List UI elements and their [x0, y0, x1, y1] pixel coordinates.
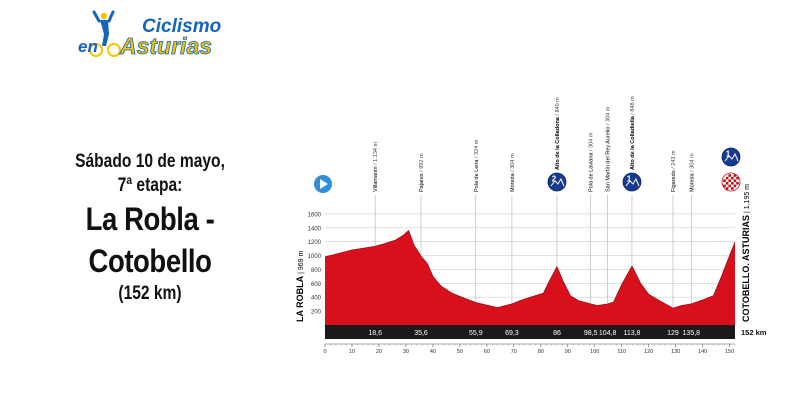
- waypoint-label-text: Alto de la Colladona / 840 m: [555, 97, 561, 170]
- mountain-icon: [724, 152, 739, 162]
- checkered-flag-cell: [731, 176, 734, 180]
- start-label-text: LA ROBLA | 969 m: [295, 250, 305, 322]
- waypoint-label: Pola de Laviana / 304 m: [589, 132, 595, 192]
- climb-category-label: 1: [627, 175, 632, 184]
- logo-line1: Ciclismo: [142, 16, 221, 37]
- climb-category-badge: [547, 172, 567, 192]
- km-label: 129: [667, 330, 679, 337]
- waypoint-label-text: Alto de la Colladiella / 848 m: [630, 96, 636, 170]
- x-tick-label: 40: [430, 349, 436, 355]
- checkered-flag-cell: [733, 179, 737, 182]
- climb-category-label: 2: [552, 175, 557, 184]
- km-label: 113,8: [623, 330, 640, 337]
- stage-distance: (152 km): [118, 283, 182, 304]
- x-tick-label: 20: [376, 349, 382, 355]
- km-label: 104,8: [599, 330, 617, 337]
- waypoint-label: Pola de Lena / 324 m: [474, 139, 480, 192]
- x-tick-label: 150: [725, 349, 734, 355]
- y-tick-label: 1200: [308, 240, 322, 246]
- y-tick-label: 1000: [308, 254, 322, 260]
- x-tick-label: 70: [511, 349, 517, 355]
- play-icon: [320, 179, 328, 189]
- start-label: LA ROBLA | 969 m: [295, 250, 305, 322]
- checkered-flag-cell: [733, 184, 737, 188]
- y-tick-label: 1600: [308, 212, 322, 218]
- y-tick-label: 400: [311, 296, 322, 302]
- x-tick-label: 90: [565, 349, 571, 355]
- profile-line: [324, 229, 736, 309]
- waypoint-label-text: San Martín del Rey Aurelio / 304 m: [606, 106, 612, 192]
- waypoint-label: Pajares / 992 m: [419, 153, 425, 192]
- checkered-flag-cell: [736, 176, 739, 180]
- km-label: 55,9: [469, 330, 483, 337]
- stage-info: Sábado 10 de mayo, 7ª etapa: La Robla - …: [20, 150, 280, 306]
- checkered-flag-cell: [728, 184, 731, 188]
- checkered-flag-cell: [725, 187, 729, 190]
- checkered-flag-cell: [731, 182, 734, 185]
- x-tick-label: 10: [349, 349, 355, 355]
- km-label: 35,6: [414, 330, 428, 337]
- x-tick-label: 0: [323, 349, 326, 355]
- km-label: 18,6: [368, 330, 382, 337]
- x-tick-label: 140: [698, 349, 707, 355]
- waypoint-label: Moreda / 304 m: [510, 153, 516, 192]
- mountain-icon: [550, 177, 565, 187]
- y-tick-label: 200: [311, 310, 322, 316]
- mountain-icon: [625, 177, 640, 187]
- cyclist-icon: [89, 10, 121, 57]
- x-tick-label: 80: [538, 349, 544, 355]
- checkered-flag-cell: [723, 184, 726, 188]
- logo-line2: Asturias: [119, 33, 212, 59]
- waypoint-label-text: Pajares / 992 m: [419, 153, 425, 192]
- waypoint-label-text: Moreda / 304 m: [510, 153, 516, 192]
- km-label: 69,3: [505, 330, 519, 337]
- waypoint-label-text: Moreda / 304 m: [689, 153, 695, 192]
- waypoint-label: Alto de la Colladona / 840 m: [555, 97, 561, 170]
- x-tick-label: 110: [617, 349, 626, 355]
- y-tick-label: 800: [311, 268, 322, 274]
- checkered-flag-cell: [733, 174, 737, 177]
- waypoint-label-text: Pola de Lena / 324 m: [474, 139, 480, 192]
- y-tick-label: 1400: [308, 226, 322, 232]
- x-tick-label: 100: [590, 349, 599, 355]
- climb-category-label: 1: [726, 150, 731, 159]
- km-bar: [325, 325, 735, 339]
- waypoint-label-text: Pola de Laviana / 304 m: [589, 132, 595, 192]
- total-distance-label: 152 km: [741, 328, 767, 337]
- x-tick-label: 30: [403, 349, 409, 355]
- checkered-flag-cell: [736, 182, 739, 185]
- y-tick-label: 600: [311, 282, 322, 288]
- x-tick-label: 50: [457, 349, 463, 355]
- finish-label: COTOBELLO. ASTURIAS | 1.195 m: [741, 184, 751, 322]
- checkered-flag-cell: [725, 182, 729, 185]
- stage-number: 7ª etapa:: [117, 175, 183, 196]
- logo-line2-prefix: en: [78, 37, 98, 56]
- waypoint-label: San Martín del Rey Aurelio / 304 m: [606, 106, 612, 192]
- finish-label-text: COTOBELLO. ASTURIAS | 1.195 m: [741, 184, 751, 322]
- waypoint-label-text: Figaredo / 243 m: [671, 150, 677, 192]
- stage-date: Sábado 10 de mayo,: [75, 151, 225, 172]
- waypoint-label: Figaredo / 243 m: [671, 150, 677, 192]
- waypoint-label: Alto de la Colladiella / 848 m: [630, 96, 636, 170]
- x-tick-label: 130: [671, 349, 680, 355]
- x-tick-label: 120: [644, 349, 653, 355]
- checkered-flag-cell: [723, 179, 726, 182]
- waypoint-label-text: Villamanín / 1.134 m: [373, 142, 379, 192]
- profile-area: [325, 230, 735, 325]
- waypoint-label: Villamanín / 1.134 m: [373, 142, 379, 192]
- checkered-flag-cell: [728, 174, 731, 177]
- checkered-flag-cell: [731, 187, 734, 190]
- checkered-flag-cell: [728, 179, 731, 182]
- climb-category-badge: [622, 172, 642, 192]
- stage-route: La Robla - Cotobello: [85, 201, 215, 279]
- km-label: 98,5: [584, 330, 598, 337]
- km-label: 86: [553, 330, 561, 337]
- x-tick-label: 60: [484, 349, 490, 355]
- waypoint-label: Moreda / 304 m: [689, 153, 695, 192]
- logo: Ciclismo en Asturias: [76, 8, 236, 60]
- climb-category-badge: [721, 147, 741, 167]
- checkered-flag-cell: [725, 176, 729, 180]
- km-label: 135,8: [683, 330, 701, 337]
